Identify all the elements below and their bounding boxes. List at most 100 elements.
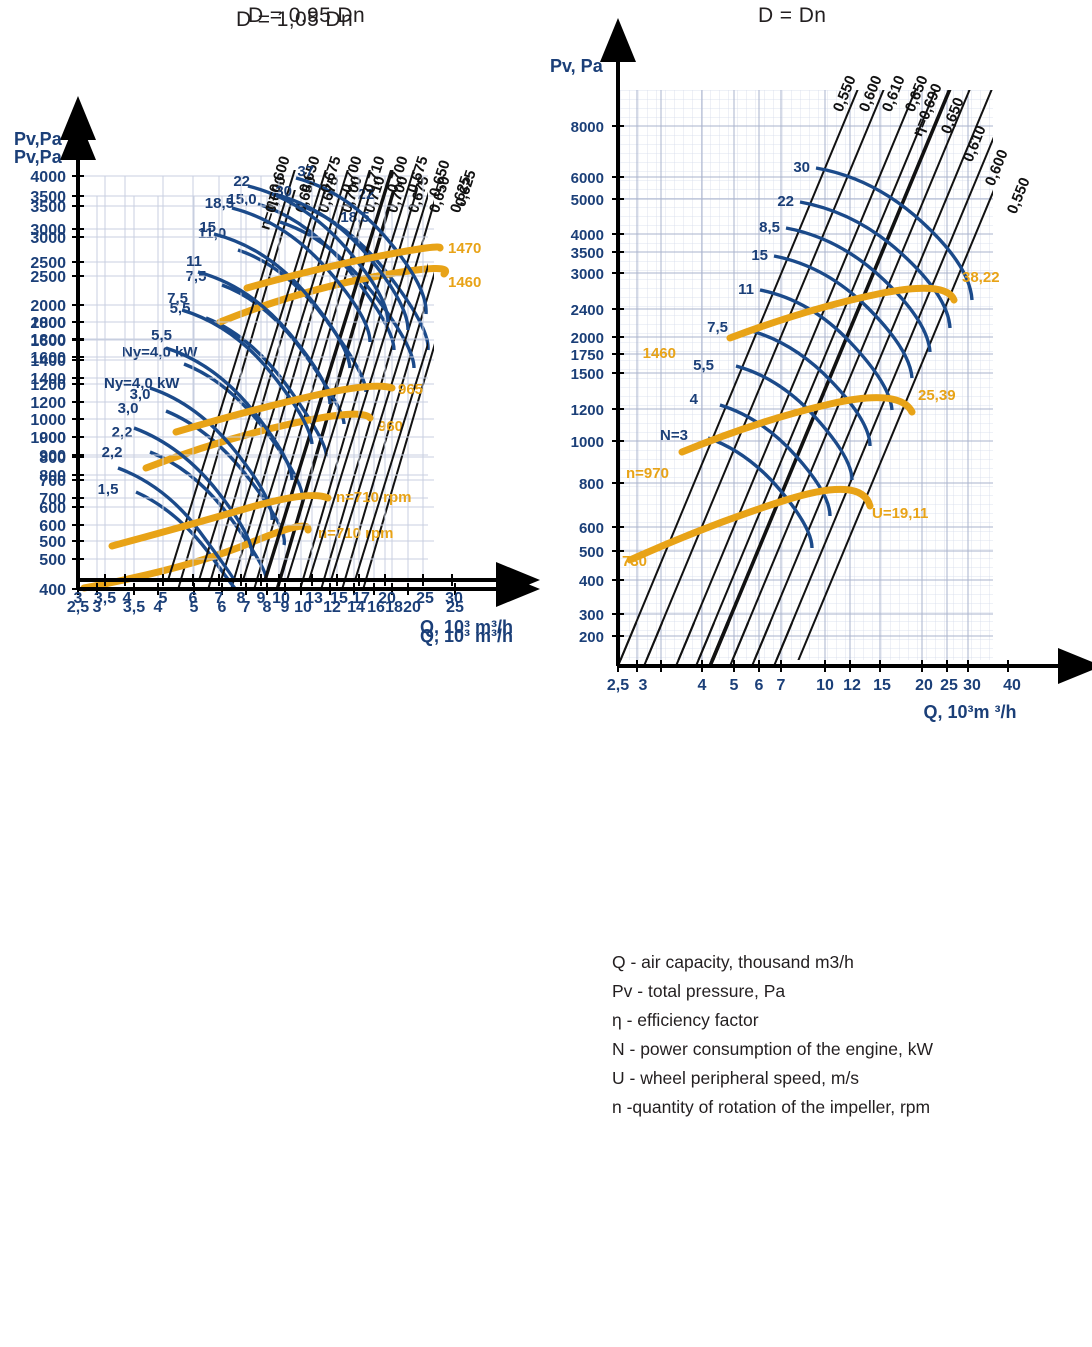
chart1-xtick-7: 8 [263, 599, 272, 616]
chart3-power-label-5: 11 [186, 253, 202, 270]
chart1-y-ticks: 3500 3000 2500 2000 1800 1600 1400 1200 … [30, 189, 84, 599]
chart2-ytick-5: 3000 [571, 266, 604, 283]
legend-line-3: N - power consumption of the engine, kW [612, 1039, 933, 1059]
chart2-y-ticks: 8000 6000 5000 4000 3500 3000 2400 2000 … [571, 119, 624, 646]
chart1-x-axis-label: Q, 10³ m³/h [420, 626, 513, 646]
chart3-power-label-0: 2,2 [102, 444, 123, 461]
chart2-ytick-0: 8000 [571, 119, 604, 136]
chart3-ytick-9: 1000 [30, 430, 66, 447]
chart3-power-label-9: 30 [275, 183, 292, 200]
chart3-xtick-9: 13 [305, 590, 323, 607]
chart1-xtick-11: 14 [347, 599, 365, 616]
legend-line-5: n -quantity of rotation of the impeller,… [612, 1097, 931, 1117]
chart2-xtick-9: 20 [915, 677, 933, 694]
chart3-y-ticks: 4000 3500 3000 2500 2000 1800 1600 1400 … [30, 169, 84, 569]
legend-line-4: U - wheel peripheral speed, m/s [612, 1068, 860, 1088]
chart1-power-label-0: 1,5 [98, 481, 119, 498]
chart1-ytick-12: 600 [39, 500, 66, 517]
chart3-power-label-4: 7,5 [167, 290, 188, 307]
chart3-xtick-3: 5 [159, 590, 168, 607]
chart3-eff-label-8: 0,625 [452, 168, 480, 209]
chart2-power-label-6: 8,5 [759, 219, 780, 236]
chart3-xtick-0: 3 [74, 590, 83, 607]
chart1-power-label-7: 15,0 [227, 191, 256, 208]
chart2-axes [600, 18, 1092, 684]
chart2-ytick-15: 400 [579, 573, 604, 590]
chart2-efficiency-lines [617, 90, 993, 667]
chart1-xtick-12: 16 [367, 599, 385, 616]
chart2-xtick-4: 6 [755, 677, 764, 694]
chart1-xtick-6: 7 [242, 599, 251, 616]
chart1-title: D = 0,95 Dn [248, 4, 366, 27]
chart1-ytick-9: 900 [39, 430, 66, 447]
chart2-xtick-7: 12 [843, 677, 861, 694]
chart3-x-ticks: 3 3,5 4 5 6 7 8 9 10 13 15 17 20 25 30 [74, 574, 463, 607]
chart2-power-label-2: 5,5 [693, 357, 714, 374]
chart2-power-labels: N=3 4 5,5 7,5 11 15 8,5 22 30 [660, 159, 810, 444]
chart-panel-3: D = 1,05 Dn [0, 0, 560, 647]
chart3-xtick-8: 10 [272, 590, 290, 607]
legend-line-0: Q - air capacity, thousand m3/h [612, 952, 854, 972]
chart2-xtick-0: 2,5 [607, 677, 629, 694]
chart2-speed-label-2: 730 [622, 553, 647, 570]
chart1-xtick-14: 20 [403, 599, 421, 616]
chart3-power-labels: 2,2 3,0 Ny=4,0 kW 5,5 7,5 11 15 18,5 22 … [102, 163, 314, 461]
chart2-annotation-0: 38,22 [962, 269, 1000, 286]
chart3-ytick-7: 1400 [30, 371, 66, 388]
chart3-xtick-11: 17 [352, 590, 370, 607]
chart2-xtick-3: 5 [730, 677, 739, 694]
chart2-eff-label-8: 0,550 [1004, 175, 1034, 216]
chart2-ytick-13: 600 [579, 520, 604, 537]
chart1-power-label-2: 3,0 [130, 386, 151, 403]
chart3-power-label-1: 3,0 [118, 400, 139, 417]
chart2-power-curves [707, 166, 974, 549]
chart2-power-label-0: N=3 [660, 427, 688, 444]
chart2-ytick-11: 1000 [571, 434, 604, 451]
chart1-ytick-13: 500 [39, 534, 66, 551]
chart2-xtick-1: 3 [639, 677, 648, 694]
chart3-efficiency-lines [167, 170, 428, 580]
chart3-x-axis-label: Q, 10³ m³/h [420, 617, 513, 637]
chart1-ytick-2: 2500 [30, 255, 66, 272]
chart3-xtick-13: 25 [416, 590, 434, 607]
chart1-xtick-0: 2,5 [67, 599, 89, 616]
chart3-xtick-5: 7 [215, 590, 224, 607]
chart3-ytick-8: 1200 [30, 395, 66, 412]
chart1-ytick-8: 1000 [30, 412, 66, 429]
chart2-annotation-1: 25,39 [918, 387, 956, 404]
chart2-ytick-16: 300 [579, 607, 604, 624]
chart1-ytick-1: 3000 [30, 222, 66, 239]
chart3-y-axis-label: Pv,Pa [14, 129, 63, 149]
chart2-ytick-6: 2400 [571, 302, 604, 319]
chart3-xtick-12: 20 [378, 590, 396, 607]
chart3-speed-label-2: n=710 rpm [336, 489, 411, 506]
chart1-ytick-4: 1800 [30, 315, 66, 332]
chart-panel-2: D = Dn [530, 0, 1092, 730]
chart3-power-label-3: 5,5 [151, 327, 172, 344]
chart1-xtick-2: 3,5 [123, 599, 145, 616]
chart3-power-label-7: 18,5 [205, 195, 234, 212]
chart2-ytick-3: 4000 [571, 227, 604, 244]
chart2-speed-label-0: 1460 [643, 345, 676, 362]
chart3-ytick-4: 2000 [30, 315, 66, 332]
chart1-ytick-11: 700 [39, 473, 66, 490]
chart2-power-label-5: 15 [751, 247, 768, 264]
chart2-xtick-11: 30 [963, 677, 981, 694]
chart1-xtick-5: 6 [218, 599, 227, 616]
chart2-annotations: 38,22 25,39 U=19,11 [872, 269, 1000, 522]
chart1-xtick-9: 10 [294, 599, 312, 616]
chart2-xtick-5: 7 [777, 677, 786, 694]
chart2-ytick-2: 5000 [571, 192, 604, 209]
chart3-xtick-1: 3,5 [94, 590, 116, 607]
chart2-power-label-8: 30 [793, 159, 810, 176]
chart3-power-label-8: 22 [233, 173, 250, 190]
chart2-xtick-10: 25 [940, 677, 958, 694]
chart3-power-label-10: 37 [297, 163, 314, 180]
chart1-ytick-14: 400 [39, 582, 66, 599]
chart2-svg: 8000 6000 5000 4000 3500 3000 2400 2000 … [550, 18, 1092, 722]
chart2-ytick-14: 500 [579, 544, 604, 561]
chart3-ytick-10: 900 [39, 448, 66, 465]
chart1-xtick-4: 5 [190, 599, 199, 616]
chart1-y-axis-label: Pv,Pa [14, 147, 63, 167]
chart2-ytick-1: 6000 [571, 170, 604, 187]
